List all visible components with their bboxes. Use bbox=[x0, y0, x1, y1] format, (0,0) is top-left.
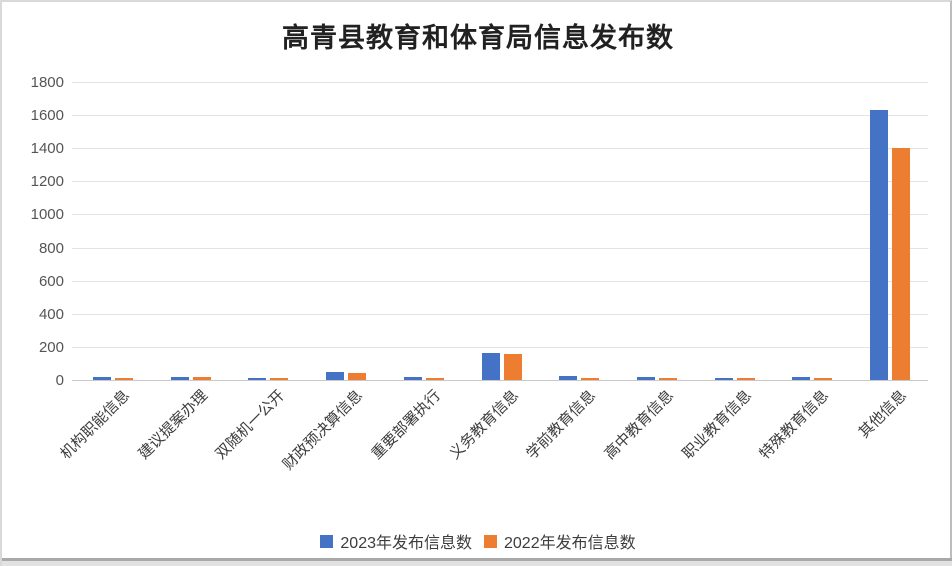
bar-2023-6 bbox=[481, 353, 500, 380]
gridline-1600 bbox=[72, 115, 928, 117]
bar-2022-10 bbox=[814, 377, 833, 380]
bar-2022-2 bbox=[192, 376, 211, 380]
bar-2023-5 bbox=[403, 376, 422, 380]
bar-2023-9 bbox=[714, 377, 733, 380]
gridline-800 bbox=[72, 247, 928, 249]
chart-title: 高青县教育和体育局信息发布数 bbox=[282, 23, 674, 54]
legend-swatch-2022-icon bbox=[484, 534, 497, 548]
gridline-600 bbox=[72, 280, 928, 282]
legend-label-2022: 2022年发布信息数 bbox=[504, 535, 636, 552]
legend-swatch-2023-icon bbox=[320, 534, 334, 548]
bar-2023-3 bbox=[248, 377, 267, 380]
legend-label-2023: 2023年发布信息数 bbox=[340, 535, 472, 552]
y-tick-label-1400: 1400 bbox=[30, 140, 64, 158]
bar-2023-11 bbox=[870, 110, 888, 380]
legend-item-2022: 2022年发布信息数 bbox=[484, 529, 636, 553]
bar-2023-1 bbox=[93, 376, 111, 380]
bar-2022-9 bbox=[736, 377, 755, 380]
legend-item-2023: 2023年发布信息数 bbox=[320, 529, 472, 553]
bar-2023-2 bbox=[170, 376, 189, 380]
frame-bottom-shadow bbox=[2, 561, 952, 566]
y-tick-label-1000: 1000 bbox=[30, 206, 64, 224]
bar-2023-7 bbox=[559, 376, 578, 380]
bar-2023-8 bbox=[636, 377, 655, 380]
gridline-200 bbox=[72, 346, 928, 348]
bar-2023-10 bbox=[792, 377, 811, 380]
gridline-400 bbox=[72, 313, 928, 315]
bar-2022-8 bbox=[658, 377, 677, 380]
bar-2023-4 bbox=[326, 371, 345, 380]
bar-2022-11 bbox=[892, 148, 910, 380]
bar-2022-5 bbox=[425, 377, 444, 380]
frame-bottom-border bbox=[2, 558, 952, 561]
y-tick-label-400: 400 bbox=[38, 305, 64, 323]
y-tick-label-0: 0 bbox=[55, 372, 64, 389]
bar-2022-7 bbox=[581, 378, 600, 380]
bar-2022-3 bbox=[270, 378, 289, 380]
gridline-1800 bbox=[72, 82, 928, 83]
gridline-1200 bbox=[72, 181, 928, 183]
y-tick-label-1200: 1200 bbox=[30, 173, 64, 191]
gridline-1000 bbox=[72, 214, 928, 216]
y-tick-label-800: 800 bbox=[38, 239, 64, 257]
y-tick-label-1800: 1800 bbox=[30, 74, 64, 91]
y-tick-label-200: 200 bbox=[38, 338, 64, 356]
y-tick-label-600: 600 bbox=[38, 272, 64, 290]
bar-2022-4 bbox=[348, 372, 367, 380]
x-axis-line bbox=[72, 380, 928, 381]
legend: 2023年发布信息数 2022年发布信息数 bbox=[2, 529, 952, 553]
gridline-1400 bbox=[72, 148, 928, 150]
bar-2022-6 bbox=[503, 353, 522, 380]
y-tick-label-1600: 1600 bbox=[30, 107, 64, 125]
bar-2022-1 bbox=[115, 378, 133, 380]
